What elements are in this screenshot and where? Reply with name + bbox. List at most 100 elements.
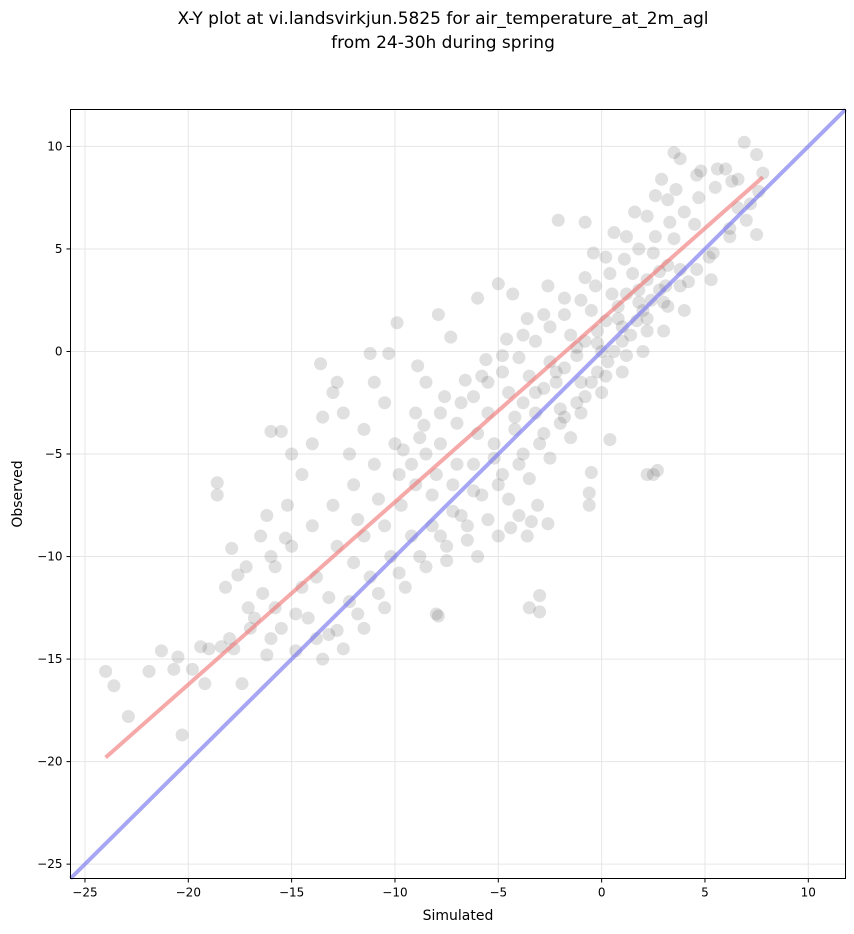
scatter-point: [719, 162, 733, 176]
scatter-point: [756, 166, 770, 180]
scatter-point: [681, 275, 695, 289]
scatter-point: [454, 509, 468, 523]
scatter-point: [322, 627, 336, 641]
scatter-point: [398, 580, 412, 594]
scatter-point: [433, 406, 447, 420]
scatter-point: [256, 586, 270, 600]
scatter-point: [316, 652, 330, 666]
scatter-point: [704, 273, 718, 287]
scatter-point: [537, 427, 551, 441]
scatter-point: [491, 277, 505, 291]
scatter-point: [210, 476, 224, 490]
scatter-point: [553, 402, 567, 416]
x-axis-ticks: −25 −20 −15 −10 −5 0 5 10: [72, 878, 816, 900]
scatter-point: [411, 359, 425, 373]
scatter-point: [241, 601, 255, 615]
scatter-point: [504, 521, 518, 535]
scatter-point: [750, 148, 764, 162]
scatter-point: [285, 447, 299, 461]
identity-line: [69, 108, 847, 880]
scatter-point: [607, 344, 621, 358]
scatter-point: [626, 267, 640, 281]
scatter-point: [471, 550, 485, 564]
scatter-point: [440, 554, 454, 568]
scatter-point: [450, 457, 464, 471]
scatter-point: [655, 172, 669, 186]
scatter-point: [522, 472, 536, 486]
scatter-point: [254, 529, 268, 543]
scatter-point: [615, 334, 629, 348]
scatter-point: [419, 560, 433, 574]
scatter-point: [694, 164, 708, 178]
scatter-point: [260, 648, 274, 662]
scatter-point: [588, 279, 602, 293]
scatter-point: [405, 457, 418, 471]
scatter-point: [723, 230, 737, 244]
scatter-point: [502, 492, 516, 506]
y-tick-label: 10: [47, 139, 62, 153]
scatter-point: [516, 328, 530, 342]
scatter-point: [574, 293, 588, 307]
scatter-point: [615, 365, 629, 379]
scatter-point: [617, 252, 631, 266]
scatter-point: [557, 308, 571, 322]
scatter-point: [295, 468, 309, 482]
scatter-point: [367, 457, 381, 471]
scatter-point: [219, 580, 232, 594]
scatter-point: [475, 488, 489, 502]
scatter-point: [481, 375, 495, 389]
scatter-point: [605, 287, 619, 301]
scatter-point: [491, 478, 505, 492]
scatter-points: [99, 135, 770, 742]
scatter-point: [564, 328, 578, 342]
scatter-point: [516, 396, 530, 410]
scatter-point: [351, 607, 365, 621]
scatter-point: [582, 498, 596, 512]
scatter-point: [225, 541, 239, 555]
scatter-point: [648, 230, 662, 244]
plot-frame: [70, 109, 846, 879]
scatter-point: [708, 180, 722, 194]
x-axis-label: Simulated: [423, 908, 494, 924]
scatter-point: [198, 677, 212, 691]
scatter-point: [487, 437, 501, 451]
scatter-point: [710, 162, 724, 176]
scatter-point: [557, 291, 571, 305]
scatter-point: [413, 431, 427, 445]
scatter-point: [603, 267, 617, 281]
scatter-point: [363, 347, 377, 361]
scatter-point: [413, 550, 427, 564]
scatter-point: [570, 396, 584, 410]
scatter-point: [640, 468, 654, 482]
scatter-point: [378, 519, 392, 533]
scatter-point: [388, 437, 402, 451]
scatter-point: [650, 463, 664, 477]
scatter-point: [314, 357, 328, 371]
y-tick-label: −25: [37, 857, 62, 871]
scatter-point: [446, 478, 460, 492]
scatter-point: [351, 513, 365, 527]
scatter-point: [260, 509, 274, 523]
scatter-point: [673, 279, 687, 293]
scatter-point: [425, 488, 439, 502]
scatter-point: [223, 632, 237, 646]
scatter-point: [502, 385, 516, 399]
scatter-point: [702, 250, 716, 264]
scatter-point: [731, 172, 745, 186]
scatter-point: [619, 349, 633, 363]
scatter-point: [371, 492, 385, 506]
scatter-point: [467, 457, 480, 471]
scatter-point: [524, 515, 538, 529]
scatter-point: [529, 334, 542, 348]
scatter-point: [677, 303, 691, 317]
scatter-point: [533, 437, 547, 451]
scatter-point: [688, 217, 702, 231]
scatter-point: [661, 299, 675, 313]
scatter-point: [431, 308, 445, 322]
scatter-point: [640, 209, 654, 223]
scatter-point: [185, 662, 199, 676]
scatter-point: [646, 468, 660, 482]
scatter-point: [305, 437, 319, 451]
y-tick-label: −15: [37, 652, 62, 666]
scatter-point: [537, 308, 551, 322]
